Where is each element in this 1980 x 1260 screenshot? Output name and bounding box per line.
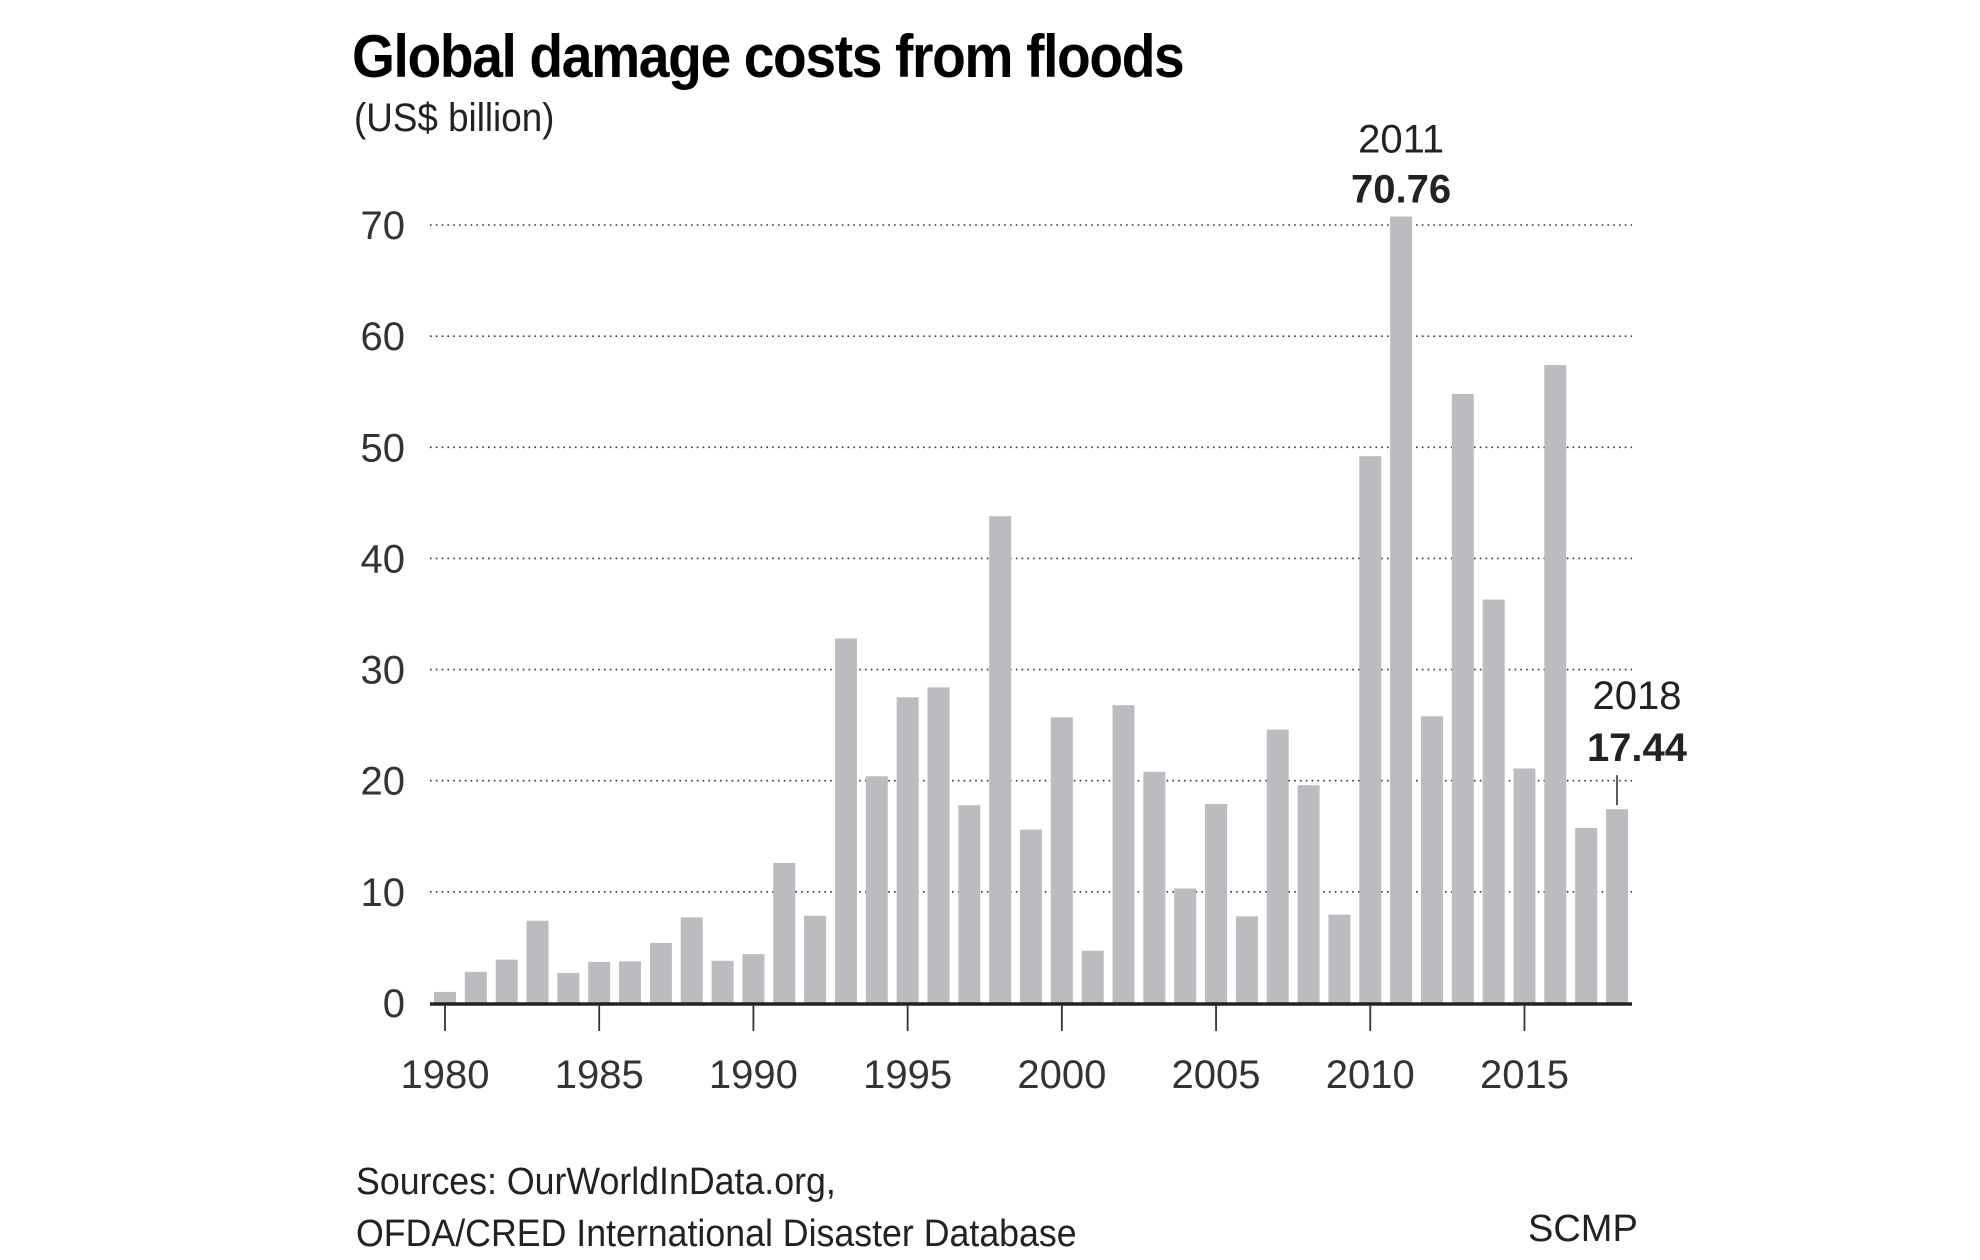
bar-2000 [1050, 717, 1073, 1003]
bar-1993 [834, 638, 857, 1003]
bar-2006 [1235, 916, 1258, 1003]
bar-2010 [1359, 456, 1382, 1004]
x-tick-label: 2010 [1326, 1053, 1415, 1097]
bar-1980 [434, 991, 456, 1003]
source-line-1: Sources: OurWorldInData.org, [356, 1161, 836, 1203]
bar-2004 [1174, 888, 1197, 1003]
bar-2017 [1575, 827, 1598, 1003]
y-tick-label: 40 [361, 537, 406, 581]
x-axis: 1980 1985 1990 1995 2000 2005 2010 2015 [401, 1002, 1632, 1097]
bar-1988 [680, 917, 703, 1003]
x-tick-label: 2000 [1017, 1053, 1106, 1097]
annotation-value: 70.76 [1351, 168, 1451, 212]
bar-1996 [927, 687, 950, 1003]
bar-1986 [619, 961, 642, 1003]
bar-1992 [804, 915, 827, 1003]
source-note: Sources: OurWorldInData.org, OFDA/CRED I… [356, 1156, 1077, 1260]
bar-2013 [1451, 393, 1474, 1003]
annotation-value: 17.44 [1587, 726, 1688, 770]
bar-2018 [1606, 809, 1628, 1003]
bar-1984 [557, 972, 580, 1003]
bar-1990 [742, 954, 765, 1003]
bar-1991 [773, 862, 796, 1003]
x-tick-label: 2005 [1172, 1053, 1261, 1097]
annotation-year: 2018 [1593, 674, 1682, 718]
annotations: 2011 70.76 2018 17.44 [1351, 118, 1688, 806]
publisher-credit: SCMP [1528, 1208, 1638, 1250]
y-tick-label: 50 [361, 426, 406, 470]
bar-2014 [1482, 599, 1505, 1003]
bar-2007 [1266, 729, 1289, 1003]
y-tick-label: 30 [361, 649, 406, 693]
x-tick-label: 2015 [1480, 1053, 1569, 1097]
bar-1994 [865, 776, 888, 1003]
bar-2009 [1328, 914, 1351, 1003]
y-tick-label: 20 [361, 760, 406, 804]
chart-subtitle: (US$ billion) [354, 96, 555, 140]
bar-1982 [495, 959, 518, 1003]
chart-title: Global damage costs from floods [352, 23, 1185, 90]
bar-1987 [649, 942, 672, 1003]
annotation-year: 2011 [1358, 118, 1444, 162]
source-line-2: OFDA/CRED International Disaster Databas… [356, 1213, 1077, 1255]
bar-2012 [1420, 716, 1443, 1003]
bars [434, 216, 1628, 1004]
x-tick-label: 1995 [863, 1053, 952, 1097]
bar-2011 [1390, 216, 1413, 1003]
x-tick-label: 1990 [709, 1053, 798, 1097]
bar-2016 [1544, 365, 1567, 1003]
bar-1997 [958, 805, 981, 1003]
y-axis-ticks: 0 10 20 30 40 50 60 70 [361, 204, 406, 1026]
bar-1985 [588, 961, 611, 1003]
bar-1998 [989, 516, 1012, 1003]
y-tick-label: 0 [383, 982, 405, 1026]
bar-1995 [896, 697, 919, 1003]
x-tick-label: 1985 [555, 1053, 644, 1097]
bar-2001 [1081, 950, 1104, 1003]
bar-2015 [1513, 768, 1536, 1003]
x-tick-label: 1980 [401, 1053, 490, 1097]
y-tick-label: 60 [361, 315, 406, 359]
bar-2003 [1143, 771, 1166, 1003]
bar-1989 [711, 960, 734, 1003]
bar-2002 [1112, 705, 1135, 1003]
bar-2005 [1205, 804, 1228, 1003]
y-tick-label: 10 [361, 871, 406, 915]
bar-1981 [464, 971, 487, 1003]
gridlines [430, 224, 1632, 893]
bar-2008 [1297, 785, 1320, 1003]
bar-1999 [1020, 829, 1042, 1003]
y-tick-label: 70 [361, 204, 406, 248]
bar-1983 [526, 920, 549, 1003]
